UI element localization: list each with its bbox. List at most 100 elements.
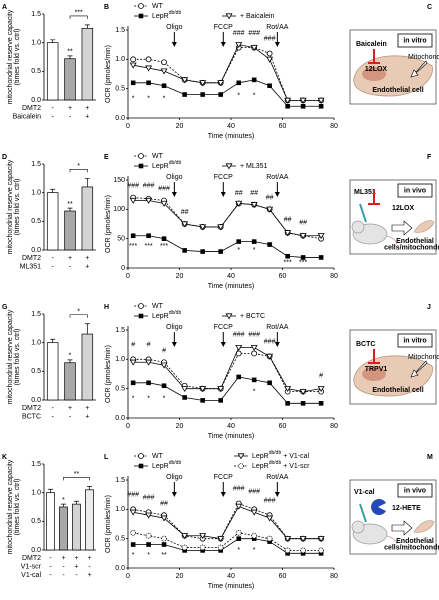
y-tick-label: 150 [113, 177, 125, 184]
marker [318, 551, 324, 556]
significance-label: ### [127, 492, 139, 499]
legend-marker [225, 163, 233, 170]
marker [299, 233, 307, 240]
y-axis-label: OCR (pmoles/min) [105, 45, 112, 103]
legend-label: WT [152, 303, 164, 310]
marker [285, 401, 290, 406]
marker [285, 551, 290, 556]
marker [130, 529, 137, 536]
significance-label: ## [235, 190, 243, 197]
marker [300, 255, 306, 260]
significance-label: ** [67, 49, 73, 56]
x-tick-label: 40 [227, 573, 235, 580]
series-line [133, 79, 322, 107]
pointer-arrow [410, 60, 428, 78]
y-axis-label: (times fold vs. ctrl) [14, 29, 21, 86]
legend-label: WT [152, 153, 164, 160]
panel-label: G [2, 304, 8, 311]
marker [235, 200, 243, 207]
error-bar [74, 500, 79, 505]
marker [199, 386, 207, 393]
error-bar [84, 24, 90, 29]
injection-arrowhead [171, 342, 177, 347]
setting-label: in vitro [403, 37, 426, 44]
significance-label: * [253, 93, 256, 100]
x-tick-label: 0 [126, 273, 130, 280]
marker [130, 56, 137, 63]
nucleus [362, 67, 386, 81]
injection-arrowhead [220, 342, 226, 347]
condition-name: DMT2 [22, 555, 41, 562]
setting-label: in vitro [403, 337, 426, 344]
condition-mark: - [49, 563, 52, 570]
significance-label: * [147, 395, 150, 402]
y-tick-label: 50 [117, 236, 125, 243]
condition-mark: - [49, 572, 52, 579]
significance-label: ## [299, 220, 307, 227]
x-tick-label: 60 [279, 573, 287, 580]
y-tick-label: 1.0 [115, 56, 125, 63]
x-axis-label: Time (minutes) [208, 283, 254, 290]
bar [85, 489, 94, 551]
panel-label: A [2, 4, 7, 11]
condition-mark: - [69, 413, 72, 420]
condition-mark: - [51, 405, 54, 412]
panel-label: F [427, 154, 432, 161]
condition-mark: + [85, 413, 89, 420]
mouse-head [351, 220, 365, 234]
target-label: 12-HETE [392, 505, 421, 512]
significance-label: ### [127, 183, 139, 190]
injection-label: FCCP [214, 474, 233, 481]
marker [300, 547, 307, 554]
panel-label: L [104, 454, 109, 461]
marker [235, 42, 243, 49]
y-tick-label: 1.0 [115, 506, 125, 513]
marker [217, 386, 225, 393]
x-tick-label: 40 [227, 423, 235, 430]
injection-label: Oligo [166, 24, 182, 31]
syringe [359, 203, 367, 223]
series-line [133, 347, 322, 393]
marker [181, 77, 189, 84]
marker [129, 62, 137, 69]
marker [161, 59, 167, 66]
significance-label: # [131, 342, 135, 349]
drug-label: ML351 [354, 189, 376, 196]
injection-arrowhead [171, 42, 177, 47]
significance-label: ### [248, 489, 260, 496]
condition-mark: - [69, 113, 72, 120]
legend-name: LepR [252, 463, 269, 470]
marker [251, 532, 258, 539]
significance-label: ### [143, 183, 155, 190]
injection-arrowhead [171, 192, 177, 197]
x-tick-label: 0 [126, 423, 130, 430]
marker [129, 509, 137, 516]
marker [199, 544, 206, 551]
significance-label: ### [233, 30, 245, 37]
marker [285, 103, 290, 109]
significance-label: * [253, 247, 256, 254]
panel-label: C [427, 4, 432, 11]
condition-mark: + [87, 555, 91, 562]
significance-label: *** [145, 243, 153, 250]
significance-label: ### [264, 36, 276, 43]
cell-label: Endothelial cell [372, 387, 423, 394]
marker [318, 547, 325, 554]
marker [266, 515, 274, 522]
marker [300, 551, 306, 556]
legend-name-sup: db/db [169, 460, 182, 466]
bar [81, 186, 94, 251]
marker [182, 395, 187, 400]
marker [267, 83, 272, 89]
marker [267, 380, 272, 386]
injection-arrowhead [220, 492, 226, 497]
legend-marker [138, 303, 144, 309]
legend-name: + Baicalein [240, 13, 275, 20]
nucleus [362, 367, 386, 381]
significance-label: ## [250, 190, 258, 197]
setting-box [397, 483, 433, 498]
legend-marker [138, 3, 144, 9]
legend-label: LepRdb/db + V1-scr [252, 460, 310, 470]
marker [160, 200, 168, 207]
inhibition [368, 349, 380, 364]
